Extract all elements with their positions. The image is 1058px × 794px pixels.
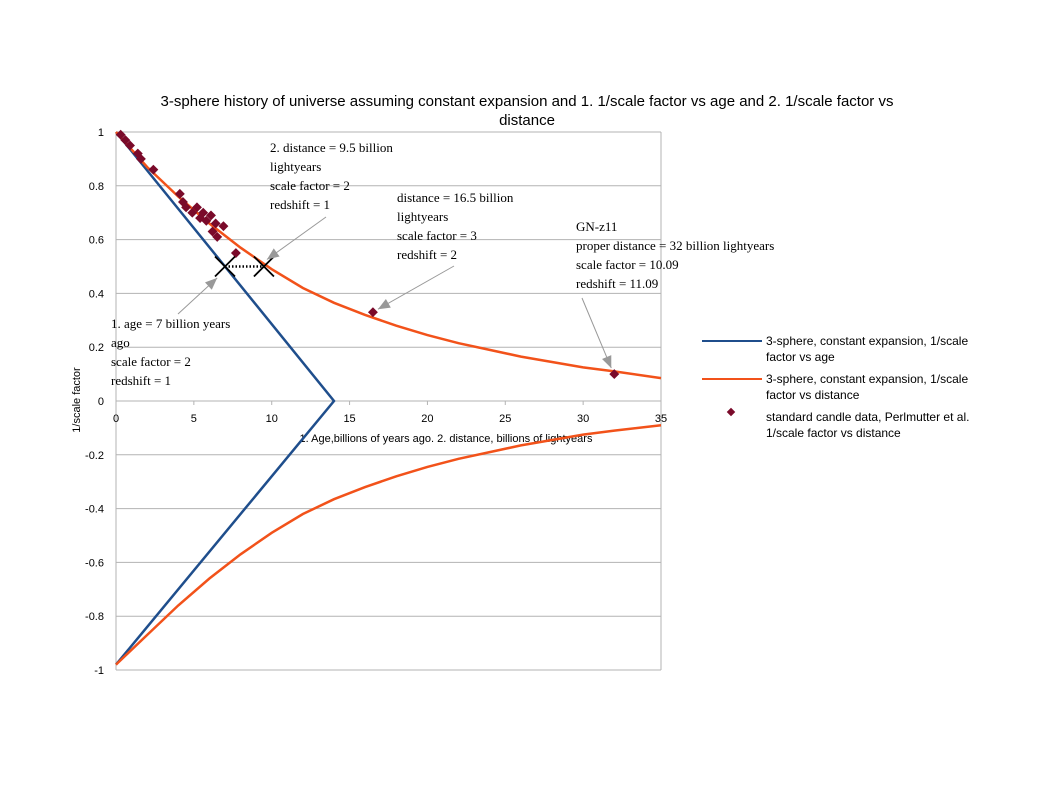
y-tick-label: -0.2 <box>85 450 104 462</box>
annotation-line: lightyears <box>270 159 321 174</box>
candle-data-point <box>148 164 159 175</box>
x-tick-label: 35 <box>655 413 667 425</box>
candle-data-point <box>174 188 185 199</box>
y-tick-label: 0 <box>98 396 104 408</box>
annotation-line: redshift = 1 <box>111 373 171 388</box>
legend-item-distance-curve: 3-sphere, constant expansion, 1/scale fa… <box>700 368 1000 406</box>
y-tick-label: -0.6 <box>85 557 104 569</box>
annotation-line: scale factor = 3 <box>397 228 477 243</box>
legend-label: standard candle data, Perlmutter et al. … <box>766 410 970 440</box>
x-tick-label: 15 <box>343 413 355 425</box>
series-distance-curve-mirror <box>115 423 662 666</box>
candle-data-point <box>115 129 126 140</box>
chart-legend: 3-sphere, constant expansion, 1/scale fa… <box>700 330 1000 444</box>
x-tick-label: 10 <box>266 413 278 425</box>
annotation-line: scale factor = 10.09 <box>576 257 679 272</box>
x-tick-labels: 0 5 10 15 20 25 30 35 <box>113 413 667 425</box>
candle-data-point <box>201 215 212 226</box>
y-tick-label: -0.8 <box>85 611 104 623</box>
series-age-line <box>115 131 336 666</box>
candle-data-point <box>206 210 216 221</box>
annotation-line: 1. age = 7 billion years <box>111 316 230 331</box>
candle-data-point <box>192 202 202 213</box>
candle-data-point <box>609 369 620 380</box>
annotation-line: redshift = 2 <box>397 247 457 262</box>
candle-data-point <box>212 231 223 242</box>
arrow-to-distance-16-5-head <box>377 298 391 310</box>
y-tick-label: 0.4 <box>89 288 104 300</box>
annotation-age-7: 1. age = 7 billion years ago scale facto… <box>111 316 234 388</box>
chart-title-line2: distance <box>499 112 555 129</box>
candle-data-point <box>135 153 146 164</box>
arrow-to-distance-9-5 <box>266 216 327 260</box>
annotation-line: proper distance = 32 billion lightyears <box>576 238 774 253</box>
arrow-to-gn-z11 <box>581 297 612 369</box>
x-tick-label: 30 <box>577 413 589 425</box>
legend-label: 3-sphere, constant expansion, 1/scale fa… <box>766 372 969 402</box>
series-distance-curve <box>115 131 662 380</box>
x-axis-label: 1. Age,billions of years ago. 2. distanc… <box>300 433 593 445</box>
annotation-line: redshift = 11.09 <box>576 276 658 291</box>
candle-data-point <box>207 226 218 237</box>
annotation-line: ago <box>111 335 130 350</box>
arrow-to-distance-9-5-head <box>266 248 280 260</box>
candle-data-point <box>198 207 209 218</box>
annotation-line: scale factor = 2 <box>270 178 350 193</box>
y-tick-label: -1 <box>94 665 104 677</box>
annotation-line: lightyears <box>397 209 448 224</box>
legend-swatch <box>702 378 762 380</box>
candle-data-point <box>230 248 241 258</box>
annotation-distance-9-5: 2. distance = 9.5 billion lightyears sca… <box>270 140 396 212</box>
legend-swatch <box>702 340 762 342</box>
arrow-to-distance-16-5 <box>377 265 455 310</box>
candle-data-point <box>125 140 135 151</box>
annotation-line: scale factor = 2 <box>111 354 191 369</box>
candle-data-point <box>367 307 378 318</box>
y-tick-label: -0.4 <box>85 504 104 516</box>
candle-data-point <box>187 207 198 218</box>
axes <box>115 132 662 670</box>
x-tick-label: 25 <box>499 413 511 425</box>
y-tick-label: 0.6 <box>89 235 104 247</box>
candle-data-point <box>218 221 229 232</box>
legend-item-candle-data: standard candle data, Perlmutter et al. … <box>700 406 1000 444</box>
chart-title-line1: 3-sphere history of universe assuming co… <box>161 93 894 110</box>
y-tick-label: 0.8 <box>89 181 104 193</box>
y-tick-label: 1 <box>98 127 104 139</box>
y-tick-label: 0.2 <box>89 342 104 354</box>
candle-data-point <box>181 202 192 213</box>
candle-data-point <box>210 218 221 229</box>
annotation-arrows <box>177 216 612 369</box>
annotation-line: 2. distance = 9.5 billion <box>270 140 393 155</box>
legend-label: 3-sphere, constant expansion, 1/scale fa… <box>766 334 969 364</box>
y-axis-label: 1/scale factor <box>71 367 83 433</box>
annotation-gn-z11: GN-z11 proper distance = 32 billion ligh… <box>576 219 778 291</box>
x-tick-label: 5 <box>191 413 197 425</box>
annotation-distance-16-5: distance = 16.5 billion lightyears scale… <box>397 190 517 262</box>
candle-data-point <box>120 135 131 146</box>
legend-item-age-line: 3-sphere, constant expansion, 1/scale fa… <box>700 330 1000 368</box>
annotation-line: redshift = 1 <box>270 197 330 212</box>
gridlines <box>116 131 662 671</box>
annotation-line: distance = 16.5 billion <box>397 190 514 205</box>
x-tick-label: 0 <box>113 413 119 425</box>
legend-swatch <box>726 407 736 417</box>
arrow-to-gn-z11-head <box>602 355 612 369</box>
x-tick-label: 20 <box>421 413 433 425</box>
series <box>115 129 662 666</box>
markers <box>214 255 275 278</box>
y-tick-labels: 1 0.8 0.6 0.4 0.2 0 -0.2 -0.4 -0.6 -0.8 -1 <box>85 127 104 677</box>
annotation-line: GN-z11 <box>576 219 617 234</box>
arrow-to-age-7-head <box>205 277 218 290</box>
